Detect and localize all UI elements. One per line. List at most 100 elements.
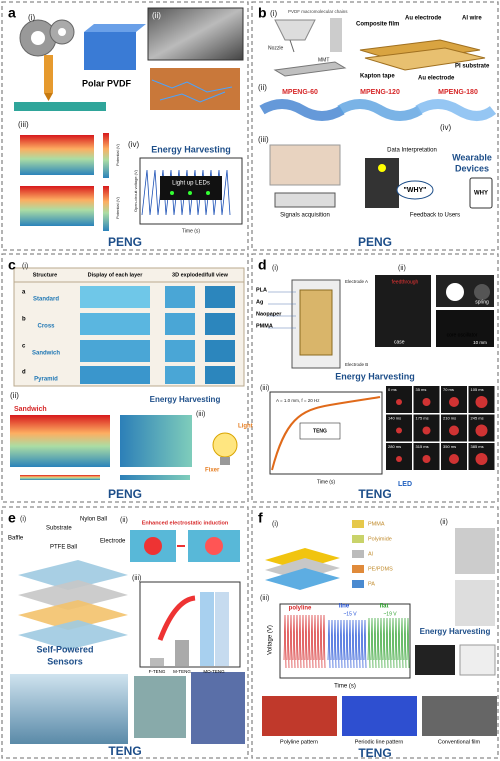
- label: Devices: [455, 163, 489, 173]
- led-glow: [396, 399, 402, 405]
- label: PENG: [358, 235, 392, 249]
- label: Cross: [37, 324, 55, 330]
- label: Electrode A: [345, 279, 368, 284]
- label: Conventional film: [438, 739, 481, 745]
- label: (i): [270, 9, 277, 18]
- label: Sensors: [47, 656, 83, 666]
- waveform: [327, 619, 367, 669]
- label: (i): [272, 521, 278, 528]
- label: Au electrode: [405, 16, 442, 22]
- label: MPENG-120: [360, 89, 400, 96]
- label: Electrode B: [345, 362, 368, 367]
- label: c: [22, 344, 26, 350]
- label: d: [22, 370, 26, 376]
- label: TENG: [313, 428, 327, 434]
- panel-b-art: [259, 18, 497, 209]
- label: PA: [368, 581, 375, 587]
- label: core oscillator: [447, 332, 478, 338]
- label: Light up LEDs: [172, 181, 210, 187]
- panel-e-art: [10, 530, 245, 744]
- label: Al wire: [462, 16, 482, 22]
- label: Au electrode: [418, 76, 455, 82]
- led-glow: [396, 427, 402, 434]
- label: MO-TENG: [203, 669, 225, 674]
- frame-time: 175 ms: [416, 416, 429, 421]
- label: Composite film: [356, 22, 399, 28]
- label: (ii): [120, 517, 128, 524]
- label: PMMA: [368, 521, 385, 527]
- label: Nozzle: [268, 45, 284, 51]
- label: Potential (V): [115, 143, 120, 166]
- label: (i): [20, 516, 26, 523]
- label: Substrate: [46, 526, 72, 532]
- label: a: [8, 5, 16, 21]
- label: Time (s): [334, 684, 356, 690]
- label: 3D exploded/full view: [172, 272, 229, 278]
- label: line: [339, 604, 350, 610]
- label: Standard: [33, 297, 59, 303]
- label: MMT: [318, 57, 329, 63]
- waveform: [367, 617, 410, 669]
- waveform: [283, 614, 326, 669]
- label: Baffle: [8, 536, 24, 542]
- frame-time: 105 ms: [471, 387, 484, 392]
- label: PENG: [108, 487, 142, 501]
- label: (iii): [258, 135, 269, 144]
- label: ~19 V: [383, 611, 397, 617]
- label: ~15 V: [343, 611, 357, 617]
- label: Energy Harvesting: [335, 371, 415, 381]
- label: b: [258, 5, 267, 21]
- label: Voltage (V): [268, 625, 274, 655]
- label: Structure: [33, 272, 57, 278]
- label: MPENG-180: [438, 89, 478, 96]
- led-glow: [422, 426, 431, 435]
- frame-time: 140 ms: [388, 416, 401, 421]
- led-glow: [475, 396, 488, 408]
- label: e: [8, 510, 16, 526]
- led-glow: [396, 456, 402, 462]
- label: Feedback to Users: [410, 213, 460, 219]
- label: case: [394, 339, 405, 345]
- label: PI substrate: [455, 64, 490, 70]
- label: (ii): [152, 11, 161, 20]
- label: WHY: [474, 191, 488, 197]
- frame-time: 210 ms: [443, 416, 456, 421]
- label: (ii): [10, 391, 19, 400]
- label: MPENG-60: [282, 89, 318, 96]
- led-glow: [449, 397, 459, 407]
- label: TENG: [358, 746, 391, 760]
- label: M-TENG: [173, 669, 191, 674]
- label: Energy Harvesting: [150, 395, 221, 404]
- panel-a-art: [14, 7, 244, 231]
- label: 10 mm: [473, 340, 487, 345]
- label: (iii): [132, 575, 141, 582]
- frame-time: 385 ms: [471, 444, 484, 449]
- frame-time: 280 ms: [388, 444, 401, 449]
- label: TENG: [358, 487, 391, 501]
- label: Self-Powered: [36, 644, 93, 654]
- label: Data Interpretation: [387, 148, 437, 154]
- label: Ag: [256, 299, 263, 305]
- label: Light: [238, 424, 253, 430]
- label: F-TENG: [149, 669, 166, 674]
- label: Electrode: [100, 539, 126, 545]
- label: PVDF macromolecular chains: [288, 9, 348, 14]
- label: Sandwich: [32, 351, 60, 357]
- label: (i): [272, 265, 278, 272]
- led-glow: [475, 424, 488, 437]
- label: (iv): [8, 667, 18, 674]
- frame-time: 315 ms: [416, 444, 429, 449]
- label: Open-circuit voltage (V): [133, 169, 138, 212]
- label: flat: [380, 604, 389, 610]
- label: PE/PDMS: [368, 566, 393, 572]
- label: (iv): [128, 140, 139, 149]
- label: (ii): [440, 519, 448, 526]
- label: (ii): [258, 83, 267, 92]
- label: Energy Harvesting: [420, 627, 491, 636]
- label: Kapton tape: [360, 74, 395, 80]
- label: Polyline pattern: [280, 739, 318, 745]
- label: Time (s): [182, 228, 200, 234]
- led-glow: [449, 454, 459, 464]
- led-glow: [475, 453, 488, 465]
